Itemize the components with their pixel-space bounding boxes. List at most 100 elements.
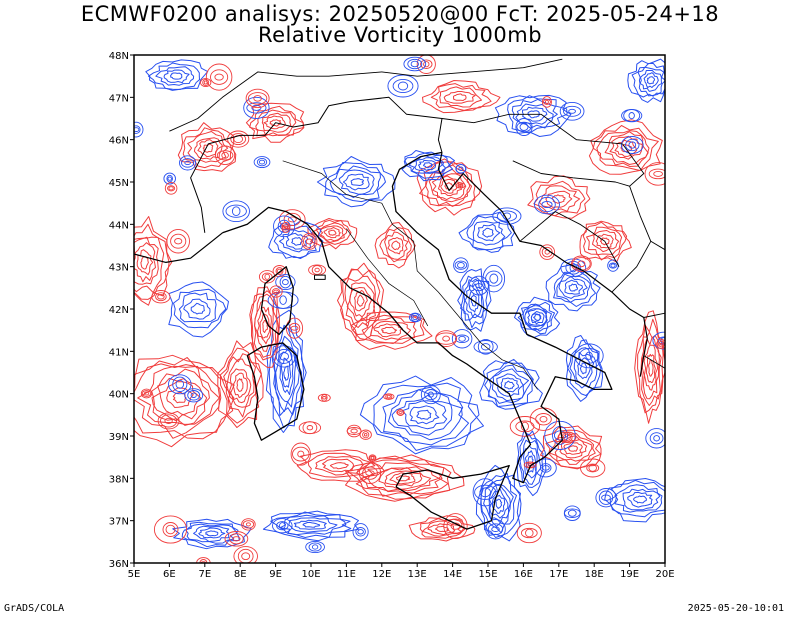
vorticity-eddy bbox=[563, 105, 582, 117]
negative-vorticity-contour bbox=[423, 162, 434, 169]
negative-vorticity-contour bbox=[495, 498, 503, 509]
vorticity-eddy bbox=[290, 325, 299, 331]
y-tick-label: 45N bbox=[109, 178, 129, 189]
negative-vorticity-contour bbox=[168, 281, 229, 338]
vorticity-eddy bbox=[457, 262, 465, 269]
vorticity-eddy bbox=[475, 283, 483, 289]
vorticity-eddy bbox=[369, 455, 376, 461]
vorticity-eddy bbox=[222, 200, 250, 223]
vorticity-eddy bbox=[221, 151, 229, 159]
positive-vorticity-contour bbox=[319, 225, 344, 242]
vorticity-eddy bbox=[305, 540, 325, 554]
negative-vorticity-contour bbox=[479, 358, 543, 410]
positive-vorticity-contour bbox=[134, 236, 165, 293]
vorticity-eddy bbox=[541, 96, 552, 108]
coastline bbox=[190, 96, 443, 233]
negative-vorticity-contour bbox=[198, 527, 226, 539]
positive-vorticity-contour bbox=[389, 472, 416, 485]
vorticity-eddy bbox=[242, 520, 255, 529]
vorticity-eddy bbox=[479, 487, 491, 498]
vorticity-eddy bbox=[608, 262, 618, 269]
positive-vorticity-contour bbox=[533, 180, 586, 217]
positive-vorticity-contour bbox=[340, 268, 382, 335]
vorticity-eddy bbox=[272, 518, 293, 534]
vorticity-eddy bbox=[322, 396, 327, 400]
positive-vorticity-contour bbox=[643, 344, 659, 391]
y-axis: 36N 37N 38N 39N 40N 41N 42N 43N 44N 45N 46N 47N 48N bbox=[109, 51, 134, 570]
vorticity-eddy bbox=[140, 388, 153, 399]
coastline bbox=[346, 228, 429, 327]
y-tick-label: 47N bbox=[109, 93, 129, 104]
vorticity-eddy bbox=[303, 235, 316, 248]
negative-vorticity-contour bbox=[173, 288, 227, 329]
vorticity-eddy bbox=[610, 263, 616, 268]
vorticity-eddy bbox=[408, 312, 422, 323]
vorticity-eddy bbox=[311, 265, 323, 275]
vorticity-eddy bbox=[276, 268, 283, 274]
vorticity-eddy bbox=[151, 290, 171, 304]
positive-vorticity-contour bbox=[350, 311, 433, 350]
vorticity-eddy bbox=[535, 413, 552, 426]
vorticity-eddy bbox=[134, 127, 140, 132]
positive-vorticity-contour bbox=[427, 523, 456, 536]
positive-vorticity-contour bbox=[439, 86, 482, 108]
positive-vorticity-contour bbox=[337, 262, 384, 342]
vorticity-eddy bbox=[620, 136, 644, 154]
negative-vorticity-contour bbox=[414, 157, 443, 174]
vorticity-eddy bbox=[427, 391, 434, 398]
positive-vorticity-contour bbox=[440, 178, 458, 194]
coastline bbox=[260, 266, 294, 336]
negative-vorticity-contour bbox=[577, 357, 591, 380]
negative-vorticity-contour bbox=[373, 382, 480, 451]
negative-vorticity-contour bbox=[496, 373, 524, 397]
vorticity-eddy bbox=[519, 123, 529, 131]
vorticity-eddy bbox=[184, 388, 204, 403]
negative-vorticity-contour bbox=[283, 365, 290, 381]
negative-vorticity-contour bbox=[556, 272, 591, 303]
vorticity-eddy bbox=[539, 244, 556, 260]
positive-vorticity-contour bbox=[527, 175, 591, 219]
vorticity-eddy bbox=[143, 391, 150, 396]
positive-vorticity-contour bbox=[296, 449, 385, 482]
positive-vorticity-contour bbox=[416, 158, 483, 216]
positive-vorticity-contour bbox=[554, 435, 593, 462]
vorticity-eddy bbox=[210, 69, 229, 85]
vorticity-eddy bbox=[162, 522, 179, 537]
negative-vorticity-contour bbox=[643, 72, 659, 88]
vorticity-eddy bbox=[496, 210, 517, 222]
x-tick-label: 5E bbox=[128, 569, 141, 580]
positive-vorticity-contour bbox=[328, 229, 337, 236]
vorticity-eddy bbox=[168, 374, 192, 395]
vorticity-eddy bbox=[261, 272, 273, 281]
vorticity-eddy bbox=[273, 289, 279, 294]
vorticity-eddy bbox=[423, 61, 430, 68]
vorticity-eddy bbox=[279, 275, 292, 289]
vorticity-eddy bbox=[392, 78, 414, 94]
positive-vorticity-contour bbox=[257, 306, 272, 345]
negative-vorticity-contour bbox=[627, 58, 665, 103]
negative-vorticity-contour bbox=[382, 386, 470, 446]
vorticity-eddy bbox=[387, 74, 419, 98]
vorticity-eddy bbox=[216, 150, 234, 161]
vorticity-eddy bbox=[230, 133, 247, 146]
negative-vorticity-contour bbox=[291, 237, 303, 246]
vorticity-eddy bbox=[362, 466, 378, 480]
y-tick-label: 41N bbox=[109, 347, 129, 358]
vorticity-eddy bbox=[134, 121, 144, 138]
vorticity-eddy bbox=[355, 527, 366, 537]
vorticity-eddy bbox=[541, 200, 553, 209]
positive-vorticity-contour bbox=[134, 354, 235, 448]
vorticity-eddy bbox=[179, 155, 197, 171]
negative-vorticity-contour bbox=[564, 279, 583, 295]
vorticity-eddy bbox=[586, 463, 600, 473]
vorticity-eddy bbox=[539, 463, 552, 473]
negative-vorticity-contour bbox=[484, 361, 534, 407]
positive-vorticity-contour bbox=[261, 112, 292, 133]
negative-vorticity-contour bbox=[553, 268, 596, 307]
vorticity-eddy bbox=[283, 225, 289, 229]
y-tick-label: 44N bbox=[109, 220, 129, 231]
positive-vorticity-contour bbox=[545, 190, 573, 208]
vorticity-eddy bbox=[279, 295, 287, 305]
coastline bbox=[643, 355, 665, 369]
vorticity-eddy bbox=[308, 542, 322, 552]
